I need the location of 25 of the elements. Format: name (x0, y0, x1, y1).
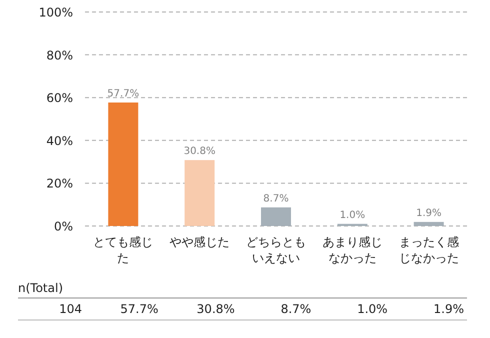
x-tick-label: やや感じた (168, 234, 231, 250)
data-label: 1.0% (357, 302, 388, 316)
bar (184, 160, 215, 226)
x-tick-label: まったく感じなかった (398, 234, 460, 266)
y-tick-label: 20% (46, 176, 73, 191)
bar (108, 102, 138, 226)
y-tick-label: 60% (46, 91, 73, 106)
data-label: 57.7% (120, 302, 158, 316)
y-tick-label: 100% (38, 6, 73, 20)
data-label: 1.9% (434, 302, 464, 316)
data-label: 30.8% (196, 302, 235, 316)
x-tick-label: とても感じた (92, 234, 154, 266)
text: 104 (59, 302, 82, 316)
data-label: 8.7% (280, 302, 312, 316)
y-tick-label: 80% (46, 48, 73, 62)
text: 57.7% (107, 88, 140, 100)
text: 1.9% (416, 208, 442, 219)
x-tick-label: あまり感じなかった (321, 234, 384, 266)
x-tick-label: どちらともいえない (244, 234, 307, 266)
text: 30.8% (184, 146, 216, 158)
text: 8.7% (263, 193, 289, 204)
y-tick-label: 0% (54, 220, 73, 234)
text: n(Total) (18, 281, 63, 295)
y-tick-label: 40% (46, 134, 73, 148)
text: 1.0% (340, 210, 366, 221)
